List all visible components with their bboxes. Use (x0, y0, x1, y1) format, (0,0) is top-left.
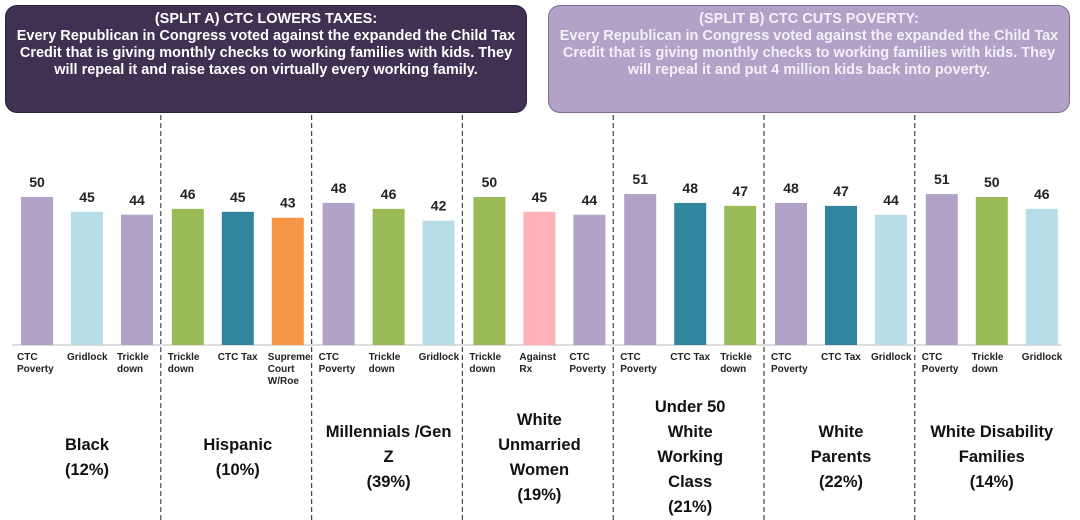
group-share: (10%) (215, 460, 260, 479)
bar-category-label: CTC Poverty (771, 352, 808, 375)
value-label: 45 (230, 189, 246, 205)
value-label: 44 (883, 192, 899, 208)
bar-category-label: Gridlock (1021, 352, 1063, 363)
group-name: White Parents (810, 423, 872, 466)
split-b-title: (SPLIT B) CTC CUTS POVERTY: (699, 11, 919, 27)
bar-category-label: CTC Poverty (921, 352, 959, 375)
group-label: Hispanic (10%) (168, 395, 308, 520)
value-label: 45 (532, 189, 548, 205)
group-name: Millennials /Gen Z (325, 423, 452, 466)
value-label: 42 (431, 198, 447, 214)
value-label: 48 (783, 180, 799, 196)
group-label: Millennials /Gen Z (39%) (319, 395, 459, 520)
group-share: (14%) (969, 473, 1014, 491)
value-label: 46 (1034, 186, 1050, 202)
value-label: 43 (280, 195, 296, 211)
bar-category-label: CTC Poverty (17, 352, 54, 375)
bar (573, 214, 606, 345)
bar (975, 197, 1008, 345)
bar-category-label: Trickle down (469, 352, 502, 375)
bar (473, 197, 506, 345)
group-share: (19%) (517, 485, 562, 504)
group-name: Under 50 White Working Class (654, 398, 726, 491)
group-label: Under 50 White Working Class (21%) (643, 395, 738, 520)
bar (21, 197, 53, 345)
bar-category-label: CTC Tax (821, 352, 861, 363)
split-a-title: (SPLIT A) CTC LOWERS TAXES: (154, 11, 378, 27)
value-label: 44 (582, 192, 598, 208)
bar (825, 205, 857, 345)
bar (724, 205, 757, 345)
value-label: 51 (632, 171, 648, 187)
split-a-text: Every Republican in Congress voted again… (16, 28, 516, 78)
bar-category-label: Trickle down (368, 352, 401, 375)
bar (372, 208, 405, 345)
group-label: White Parents (22%) (794, 395, 889, 520)
bar-category-label: CTC Poverty (318, 352, 356, 375)
value-label: 47 (833, 183, 849, 199)
value-label: 46 (381, 186, 397, 202)
split-a-box: (SPLIT A) CTC LOWERS TAXES: Every Republ… (5, 5, 527, 113)
bar (523, 211, 556, 345)
bar-category-label: CTC Poverty (569, 352, 607, 375)
bar-category-label: Trickle down (720, 352, 752, 375)
value-label: 50 (29, 174, 45, 190)
bar-category-label: Trickle down (167, 352, 200, 375)
group-label: White Unmarried Women (19%) (487, 395, 592, 520)
bar-category-label: Trickle down (117, 352, 149, 375)
bar-category-label: Against Rx (519, 352, 557, 375)
value-label: 51 (934, 171, 950, 187)
bar (1025, 208, 1058, 345)
bar (422, 220, 455, 345)
bar-category-label: Gridlock (418, 352, 460, 363)
group-name: White Unmarried Women (498, 410, 581, 479)
bar-category-label: Gridlock (67, 352, 108, 363)
value-label: 48 (331, 180, 347, 196)
value-label: 47 (732, 183, 748, 199)
value-label: 44 (129, 192, 145, 208)
bar (775, 202, 807, 345)
split-b-text: Every Republican in Congress voted again… (559, 28, 1059, 78)
value-label: 45 (79, 189, 95, 205)
bar (221, 211, 254, 345)
group-share: (21%) (668, 498, 713, 516)
value-label: 48 (682, 180, 698, 196)
bar (171, 208, 204, 345)
group-share: (12%) (64, 460, 109, 479)
bar (71, 211, 103, 345)
value-label: 46 (180, 186, 196, 202)
bar-category-label: CTC Tax (670, 352, 711, 363)
bar-category-label: CTC Poverty (620, 352, 657, 375)
bar (271, 217, 304, 345)
value-label: 50 (482, 174, 498, 190)
bar (121, 214, 153, 345)
group-name: Hispanic (203, 435, 273, 454)
group-label: White Disability Families (14%) (917, 395, 1067, 520)
value-label: 50 (984, 174, 1000, 190)
group-share: (39%) (366, 473, 411, 491)
bar-category-label: Supreme Court W/Roe (267, 352, 311, 387)
bar-category-label: Trickle down (971, 352, 1004, 375)
group-name: Black (64, 435, 110, 454)
bar (875, 214, 907, 345)
group-share: (22%) (818, 473, 863, 491)
split-b-box: (SPLIT B) CTC CUTS POVERTY: Every Republ… (548, 5, 1070, 113)
bar (674, 202, 707, 345)
group-name: White Disability Families (930, 423, 1054, 466)
bar-category-label: Gridlock (871, 352, 912, 363)
bar (624, 194, 657, 345)
group-label: Black (12%) (17, 395, 157, 520)
bar-category-label: CTC Tax (217, 352, 258, 363)
bar (925, 194, 958, 345)
bar (322, 202, 355, 345)
